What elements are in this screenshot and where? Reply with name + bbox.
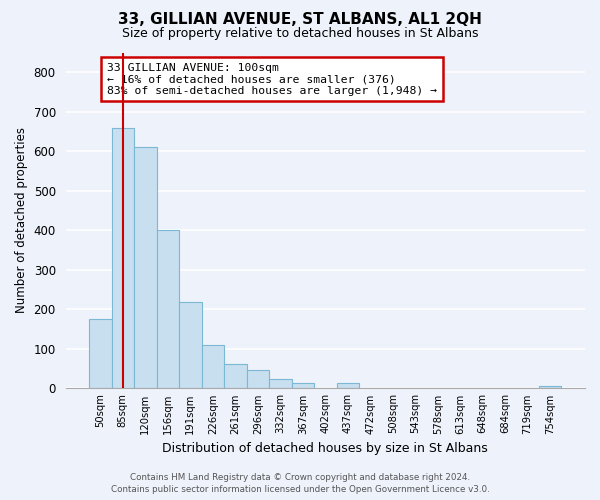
Bar (269, 378, 292, 388)
Text: Size of property relative to detached houses in St Albans: Size of property relative to detached ho… (122, 28, 478, 40)
Bar (337, 382, 359, 388)
Bar (157, 230, 179, 388)
Text: 33 GILLIAN AVENUE: 100sqm
← 16% of detached houses are smaller (376)
83% of semi: 33 GILLIAN AVENUE: 100sqm ← 16% of detac… (107, 62, 437, 96)
Y-axis label: Number of detached properties: Number of detached properties (15, 128, 28, 314)
Text: Contains HM Land Registry data © Crown copyright and database right 2024.
Contai: Contains HM Land Registry data © Crown c… (110, 472, 490, 494)
Bar (134, 148, 157, 388)
Bar (247, 370, 269, 388)
Bar (112, 128, 134, 388)
Bar (292, 382, 314, 388)
Bar (89, 320, 112, 388)
X-axis label: Distribution of detached houses by size in St Albans: Distribution of detached houses by size … (163, 442, 488, 455)
Bar (539, 386, 562, 388)
Text: 33, GILLIAN AVENUE, ST ALBANS, AL1 2QH: 33, GILLIAN AVENUE, ST ALBANS, AL1 2QH (118, 12, 482, 28)
Bar (224, 364, 247, 388)
Bar (179, 302, 202, 388)
Bar (202, 345, 224, 389)
